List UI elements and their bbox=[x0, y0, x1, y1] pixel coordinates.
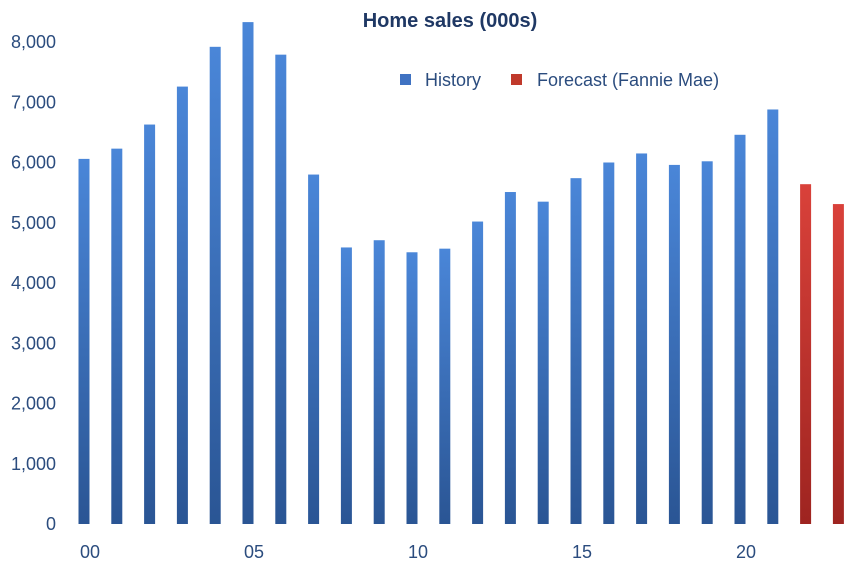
bar-history bbox=[373, 240, 385, 524]
y-tick-label: 8,000 bbox=[11, 32, 56, 52]
bar-forecast bbox=[832, 204, 844, 524]
bar-forecast bbox=[800, 184, 812, 524]
x-tick-label: 00 bbox=[80, 542, 100, 562]
bar-history bbox=[537, 201, 549, 524]
y-tick-label: 5,000 bbox=[11, 213, 56, 233]
x-tick-label: 05 bbox=[244, 542, 264, 562]
bar-history bbox=[242, 22, 254, 525]
y-tick-label: 3,000 bbox=[11, 333, 56, 353]
bar-history bbox=[603, 162, 615, 524]
legend-item-forecast: Forecast (Fannie Mae) bbox=[511, 70, 719, 90]
bars bbox=[78, 22, 844, 525]
bar-history bbox=[701, 161, 713, 525]
x-tick-label: 20 bbox=[736, 542, 756, 562]
y-tick-label: 1,000 bbox=[11, 454, 56, 474]
bar-history bbox=[176, 86, 188, 525]
bar-history bbox=[340, 247, 352, 524]
bar-history bbox=[209, 46, 221, 524]
bar-history bbox=[144, 124, 156, 524]
legend-swatch-history bbox=[400, 74, 411, 85]
y-axis: 0 1,000 2,000 3,000 4,000 5,000 6,000 7,000 8,00… bbox=[11, 32, 56, 534]
x-tick-label: 15 bbox=[572, 542, 592, 562]
bar-history bbox=[570, 178, 582, 525]
bar-history bbox=[734, 134, 746, 524]
y-tick-label: 7,000 bbox=[11, 92, 56, 112]
bar-history bbox=[78, 158, 90, 524]
x-tick-label: 10 bbox=[408, 542, 428, 562]
legend: History Forecast (Fannie Mae) bbox=[400, 70, 719, 90]
x-axis: 00 05 10 15 20 bbox=[80, 542, 756, 562]
bar-history bbox=[308, 174, 320, 525]
legend-label-history: History bbox=[425, 70, 481, 90]
bar-history bbox=[636, 153, 648, 524]
legend-swatch-forecast bbox=[511, 74, 522, 85]
legend-item-history: History bbox=[400, 70, 481, 90]
bar-history bbox=[406, 252, 418, 524]
legend-label-forecast: Forecast (Fannie Mae) bbox=[537, 70, 719, 90]
bar-history bbox=[472, 221, 484, 525]
bar-history bbox=[439, 248, 451, 524]
bar-history bbox=[111, 148, 123, 524]
bar-history bbox=[668, 164, 680, 524]
bar-history bbox=[767, 109, 779, 524]
bar-history bbox=[275, 54, 287, 525]
bar-history bbox=[504, 192, 516, 524]
chart-title: Home sales (000s) bbox=[363, 10, 538, 32]
y-tick-label: 0 bbox=[46, 514, 56, 534]
y-tick-label: 4,000 bbox=[11, 273, 56, 293]
y-tick-label: 6,000 bbox=[11, 153, 56, 173]
y-tick-label: 2,000 bbox=[11, 394, 56, 414]
